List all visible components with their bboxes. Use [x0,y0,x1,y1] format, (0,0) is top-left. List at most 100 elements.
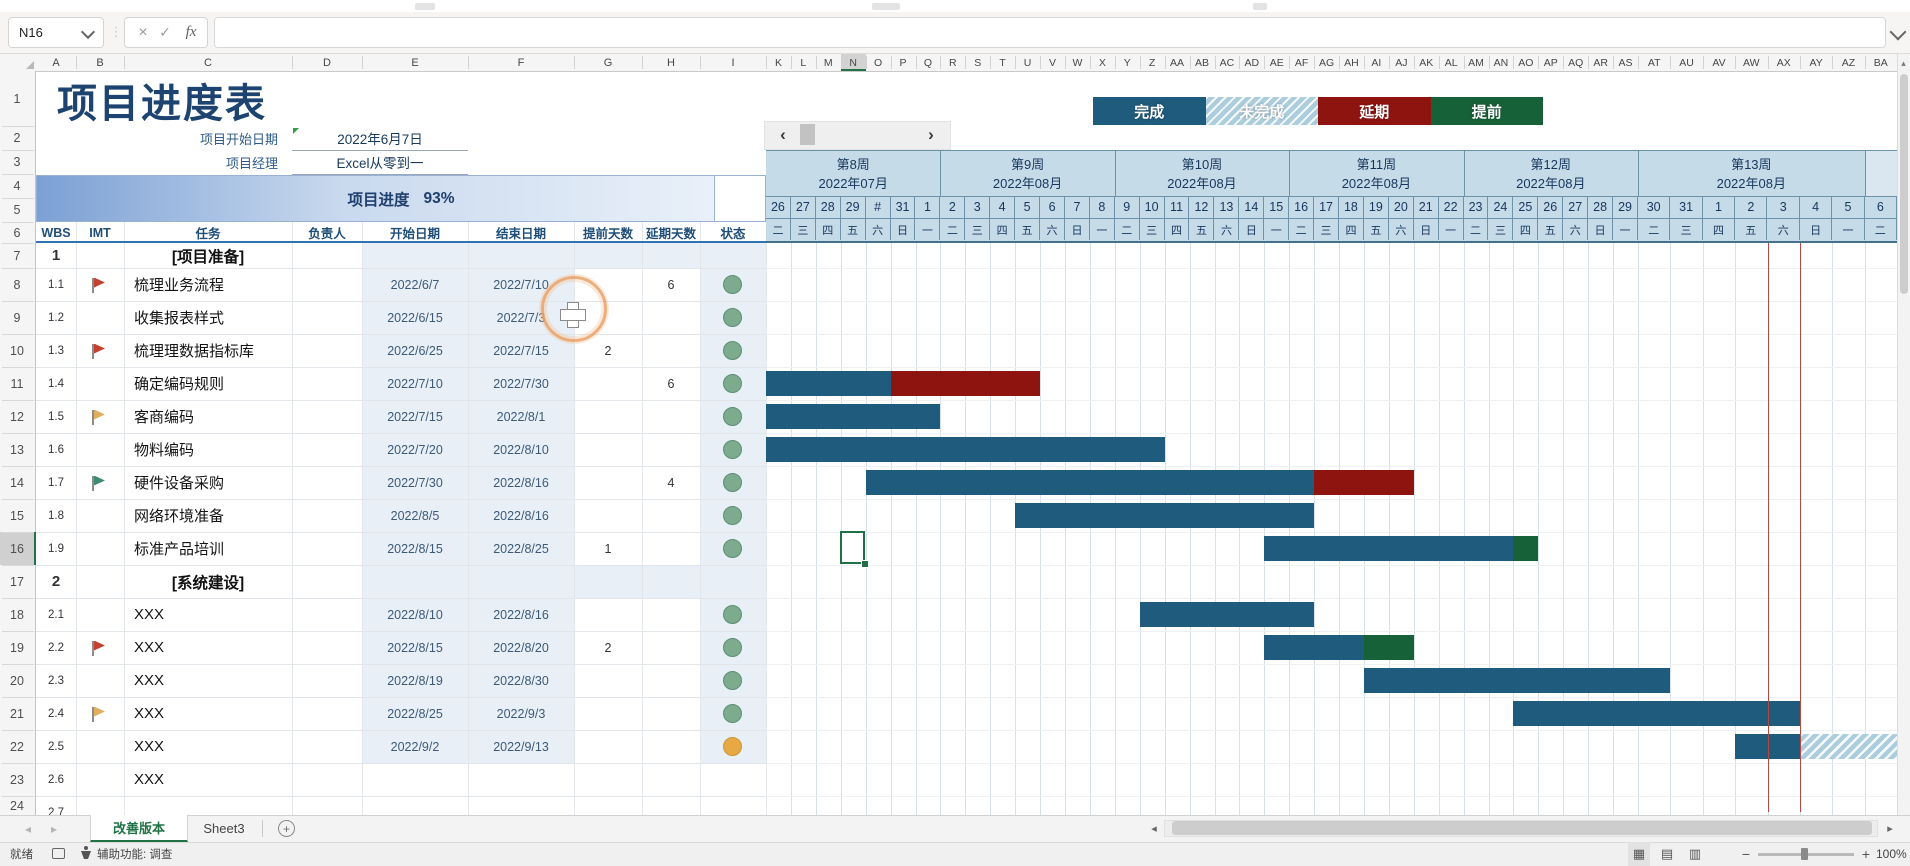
cell-end-date[interactable]: 2022/8/10 [493,442,549,457]
column-header-AJ[interactable]: AJ [1395,56,1408,69]
weekday-header-cell[interactable]: 日 [1239,219,1265,240]
vertical-scrollbar-thumb[interactable] [1900,74,1908,294]
day-header-cell[interactable]: 28 [816,196,841,218]
row-header-5[interactable]: 5 [13,203,21,217]
day-header-cell[interactable]: 22 [1439,196,1464,218]
column-header-H[interactable]: H [667,56,675,69]
column-header-AS[interactable]: AS [1618,56,1633,69]
gantt-scrollbar-thumb[interactable] [800,124,815,145]
column-header-N[interactable]: N [849,56,857,69]
day-header-cell[interactable]: 11 [1165,196,1190,218]
cell-task-name[interactable]: XXX [134,672,165,689]
column-header-P[interactable]: P [899,56,907,69]
table-header-2[interactable]: 任务 [195,227,221,241]
column-header-L[interactable]: L [800,56,807,69]
tab-nav-prev-icon[interactable]: ◂ [24,821,32,836]
day-header-cell[interactable]: 13 [1215,196,1240,218]
day-header-cell[interactable]: 25 [1513,196,1539,218]
zoom-level-label[interactable]: 100% [1876,847,1907,861]
column-header-V[interactable]: V [1049,56,1057,69]
row-header-18[interactable]: 18 [10,607,24,622]
row-header-7[interactable]: 7 [13,248,21,263]
selected-cell-outline[interactable] [839,531,865,564]
day-header-cell[interactable]: 29 [841,196,866,218]
cell-task-name[interactable]: 梳理业务流程 [134,277,225,294]
cell-wbs[interactable]: 2.2 [48,641,64,654]
week-header-cell[interactable]: 第9周 2022年08月 [940,150,1116,196]
cell-late-days[interactable]: 6 [667,277,675,292]
column-header-AE[interactable]: AE [1269,56,1284,69]
day-header-cell[interactable]: 19 [1364,196,1389,218]
weekday-header-cell[interactable]: 一 [1613,219,1638,240]
weekday-header-cell[interactable]: 五 [841,219,866,240]
cell-task-name[interactable]: 网络环境准备 [134,508,225,525]
cell-wbs[interactable]: 1.7 [48,476,64,489]
column-header-C[interactable]: C [204,56,212,69]
cell-early-days[interactable]: 2 [604,640,612,655]
row-header-10[interactable]: 10 [10,343,24,358]
day-header-cell[interactable]: 21 [1414,196,1439,218]
row-header-4[interactable]: 4 [13,179,21,193]
weekday-header-cell[interactable]: 五 [1735,219,1768,240]
week-header-cell[interactable]: 第13周 2022年08月 [1638,150,1866,196]
column-header-G[interactable]: G [603,56,613,69]
cell-wbs[interactable]: 2 [51,573,61,590]
cell-wbs[interactable]: 1.3 [48,344,64,357]
day-header-cell[interactable]: 17 [1314,196,1339,218]
cell-task-name[interactable]: XXX [134,771,165,788]
cell-end-date[interactable]: 2022/8/30 [493,673,549,688]
gantt-scrollbar-track[interactable] [764,121,951,150]
row-header-8[interactable]: 8 [13,277,21,292]
cell-wbs[interactable]: 2.4 [48,707,64,720]
weekday-header-cell[interactable]: 三 [1670,219,1703,240]
day-header-cell[interactable]: 28 [1588,196,1614,218]
cell-wbs[interactable]: 1.2 [48,311,64,324]
column-header-AM[interactable]: AM [1468,56,1484,69]
row-header-14[interactable]: 14 [10,475,24,490]
scroll-up-arrow[interactable]: ▴ [1901,57,1906,68]
horizontal-scrollbar-thumb[interactable] [1172,821,1872,835]
cancel-icon[interactable]: × [138,23,148,41]
weekday-header-cell[interactable]: 五 [1190,219,1215,240]
add-sheet-button[interactable]: + [278,820,295,837]
cell-end-date[interactable]: 2022/8/16 [493,607,549,622]
hscroll-right-arrow[interactable]: ▸ [1887,823,1893,835]
cell-start-date[interactable]: 2022/6/7 [390,277,440,292]
cell-start-date[interactable]: 2022/7/30 [387,475,443,490]
day-header-cell[interactable]: 27 [791,196,816,218]
weekday-header-cell[interactable]: 三 [1314,219,1339,240]
cell-early-days[interactable]: 1 [604,541,612,556]
weekday-header-cell[interactable]: 四 [1165,219,1190,240]
row-header-9[interactable]: 9 [13,310,21,325]
cell-task-section[interactable]: [系统建设] [171,574,245,592]
column-header-AU[interactable]: AU [1679,56,1694,69]
cell-start-date[interactable]: 2022/7/10 [387,376,443,391]
row-header-16[interactable]: 16 [10,541,24,556]
formula-input[interactable] [214,17,1886,48]
column-header-A[interactable]: A [52,56,60,69]
day-header-cell[interactable]: 9 [1115,196,1140,218]
column-header-AC[interactable]: AC [1219,56,1235,69]
column-header-AI[interactable]: AI [1371,56,1382,69]
weekday-header-cell[interactable]: 二 [940,219,966,240]
name-box[interactable]: N16 [8,17,104,48]
table-header-8[interactable]: 状态 [720,227,746,241]
row-header-17[interactable]: 17 [10,574,24,589]
weekday-header-cell[interactable]: 三 [965,219,991,240]
cell-wbs[interactable]: 1 [51,247,61,264]
weekday-header-cell[interactable]: 六 [866,219,891,240]
cell-late-days[interactable]: 6 [667,376,675,391]
day-header-cell[interactable]: 20 [1389,196,1414,218]
cell-task-name[interactable]: 标准产品培训 [134,541,225,558]
weekday-header-cell[interactable]: 一 [1439,219,1464,240]
weekday-header-cell[interactable]: 一 [916,219,941,240]
column-header-AB[interactable]: AB [1194,56,1209,69]
week-header-cell[interactable]: 第11周 2022年08月 [1289,150,1465,196]
weekday-header-cell[interactable]: 四 [1513,219,1539,240]
column-header-AF[interactable]: AF [1294,56,1309,69]
column-header-AQ[interactable]: AQ [1568,56,1584,69]
weekday-header-cell[interactable]: 五 [1538,219,1564,240]
column-header-Z[interactable]: Z [1148,56,1156,69]
column-header-AL[interactable]: AL [1444,56,1458,69]
cell-task-section[interactable]: [项目准备] [171,248,245,266]
